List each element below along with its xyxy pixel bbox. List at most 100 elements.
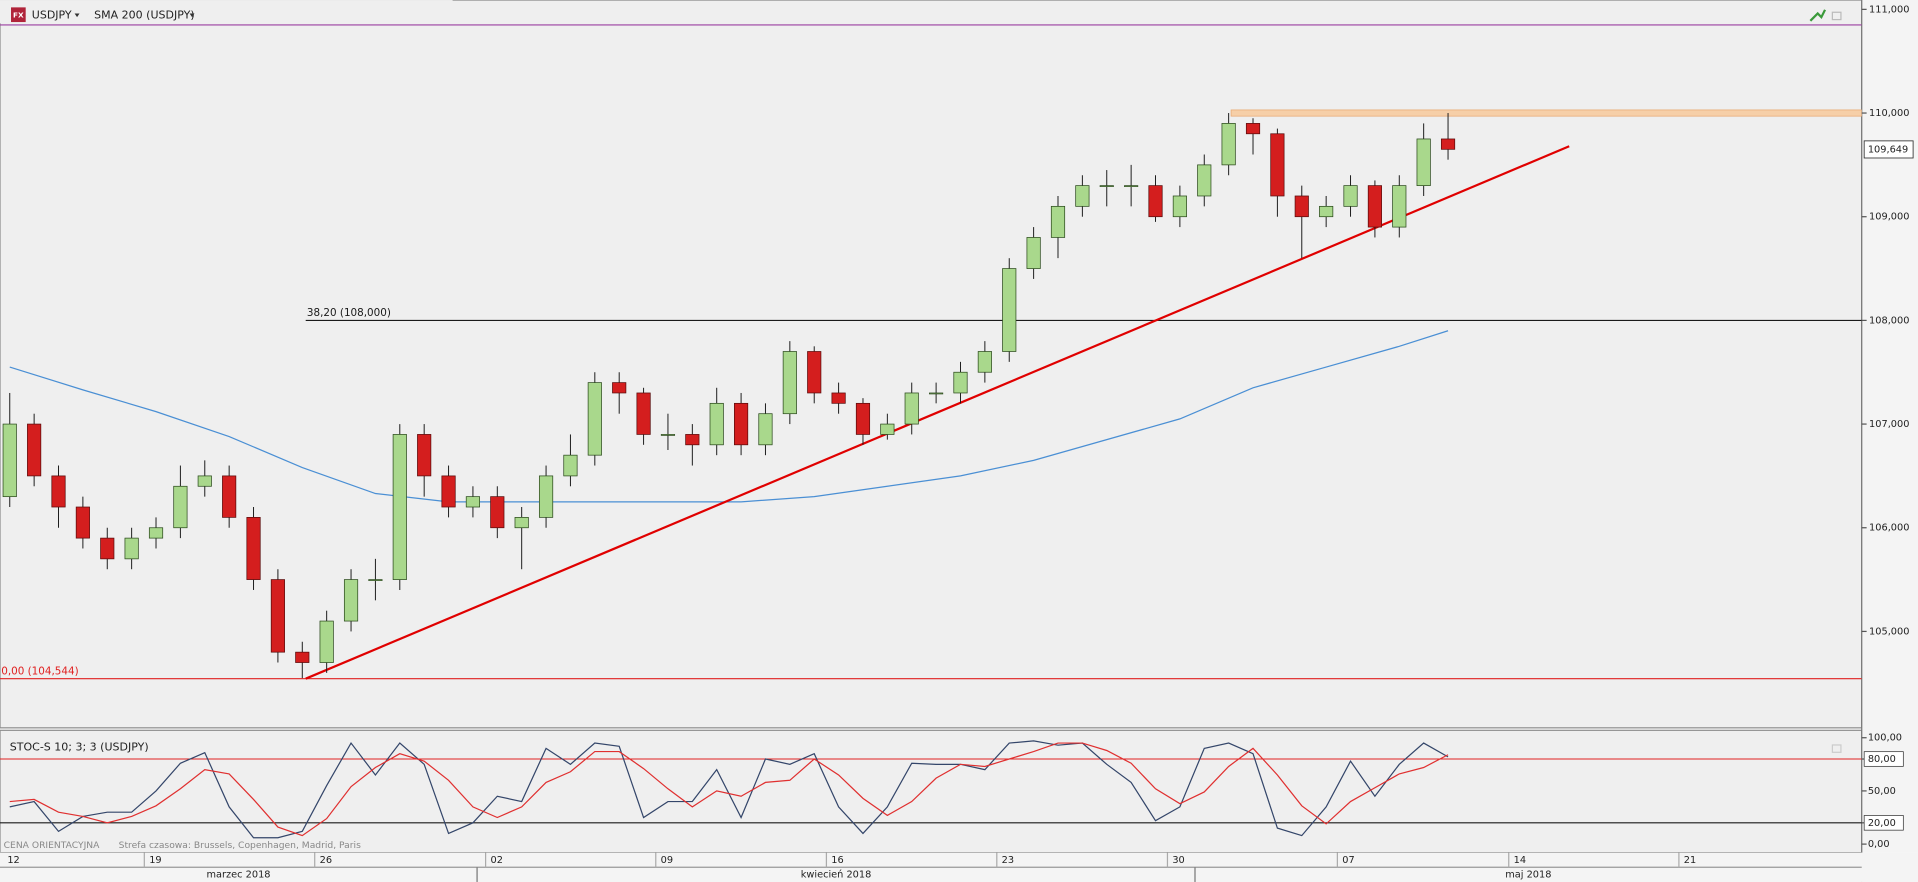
candle-body <box>51 475 66 508</box>
candle-body <box>587 382 602 456</box>
candle-body <box>197 475 212 487</box>
candle-body <box>368 579 383 581</box>
stochastic-panel <box>0 729 1863 854</box>
x-tick-label: 09 <box>661 855 673 866</box>
month-label: marzec 2018 <box>207 870 271 881</box>
x-tick-label: 12 <box>7 855 19 866</box>
candle-body <box>831 392 846 404</box>
sma-legend[interactable]: SMA 200 (USDJPY) <box>94 8 194 21</box>
symbol-icon <box>11 7 26 23</box>
symbol-title[interactable]: USDJPY <box>32 8 72 21</box>
last-price-label: 109,649 <box>1868 144 1908 155</box>
y-tick-label: 0,00 <box>1868 839 1890 850</box>
candle-body <box>953 371 968 394</box>
candle-body <box>1392 185 1407 228</box>
price-layer <box>0 24 1862 680</box>
window-icon[interactable] <box>1831 744 1842 753</box>
x-tick-label: 19 <box>149 855 161 866</box>
trendline <box>305 145 1570 680</box>
y-tick-label: 111,000 <box>1869 4 1909 15</box>
window-icon[interactable] <box>1831 11 1842 21</box>
trend-icon[interactable] <box>1809 9 1827 22</box>
status-timezone: Strefa czasowa: Brussels, Copenhagen, Ma… <box>119 840 361 851</box>
candle-body <box>1099 185 1114 187</box>
y-tick-label: 110,000 <box>1869 108 1909 119</box>
stochastic-layer <box>0 740 1862 839</box>
y-tick-label: 50,00 <box>1868 786 1896 797</box>
candle-body <box>1294 195 1309 218</box>
candle-body <box>855 402 871 435</box>
candle-body <box>612 382 627 394</box>
candle-body <box>563 454 578 477</box>
price-panel <box>0 0 1863 729</box>
symbol-icon-text: FX <box>13 10 24 19</box>
candle-body <box>880 423 895 435</box>
candle-body <box>904 392 919 425</box>
candle-body <box>75 506 90 539</box>
x-tick-label: 23 <box>1002 855 1014 866</box>
stochastic-title[interactable]: STOC-S 10; 3; 3 (USDJPY) <box>10 740 149 753</box>
level-box <box>1863 751 1904 767</box>
candle-body <box>222 475 237 518</box>
candle-body <box>270 579 285 653</box>
candle-body <box>685 434 700 446</box>
y-tick-label: 106,000 <box>1869 523 1909 534</box>
status-note: CENA ORIENTACYJNA <box>4 840 100 851</box>
candle-body <box>660 434 676 436</box>
level-label: 0,00 (104,544) <box>1 665 78 677</box>
candle-body <box>1221 123 1236 166</box>
candle-body <box>1075 185 1090 207</box>
candle-body <box>1026 237 1041 269</box>
candle-body <box>758 413 773 446</box>
candle-body <box>392 434 407 580</box>
candle-body <box>465 496 481 508</box>
candle-body <box>148 527 164 539</box>
candle-body <box>1172 195 1187 218</box>
candle-body <box>1270 133 1285 197</box>
candle-body <box>807 351 822 394</box>
candle-body <box>417 434 432 477</box>
candle-body <box>1148 185 1163 218</box>
candle-body <box>1245 123 1261 135</box>
stochastic-line <box>9 742 1449 837</box>
y-tick-label: 107,000 <box>1869 419 1909 430</box>
dropdown-arrow[interactable] <box>74 13 80 18</box>
candle-body <box>1416 138 1431 186</box>
candle-body <box>1050 205 1066 238</box>
legend-bar <box>0 0 453 24</box>
candle-body <box>490 496 505 529</box>
sma-line <box>9 330 1449 503</box>
y-tick-label: 108,000 <box>1869 315 1909 326</box>
candle-body <box>1440 138 1456 150</box>
labels-layer: 105,000 106,000 107,000 108,000 109,000 110,0… <box>1 4 1914 882</box>
candle-body <box>1367 185 1382 228</box>
candle-body <box>1343 185 1358 207</box>
x-tick-label: 16 <box>831 855 843 866</box>
candle-body <box>173 485 188 529</box>
month-label: kwiecień 2018 <box>801 869 872 881</box>
candle-body <box>782 351 797 415</box>
candle-body <box>319 620 334 663</box>
candle-body <box>27 423 42 477</box>
candle-body <box>2 423 17 498</box>
candle-body <box>538 475 554 518</box>
candle-body <box>929 392 944 395</box>
x-tick-label: 14 <box>1514 855 1526 866</box>
candle-body <box>709 402 724 446</box>
level-box <box>1863 815 1904 831</box>
candle-body <box>100 537 115 560</box>
level-label: 38,20 (108,000) <box>307 307 391 319</box>
candle-body <box>246 517 261 580</box>
y-tick-label: 20,00 <box>1868 818 1896 829</box>
month-label: maj 2018 <box>1505 870 1551 881</box>
dropdown-arrow[interactable] <box>189 13 195 18</box>
x-tick-label: 02 <box>490 855 502 866</box>
candle-body <box>1124 185 1139 187</box>
candle-body <box>1197 164 1212 197</box>
resistance-zone <box>1230 109 1862 117</box>
candle-body <box>514 517 529 529</box>
x-tick-label: 30 <box>1172 855 1184 866</box>
y-tick-label: 109,000 <box>1869 212 1909 223</box>
candle-body <box>734 402 749 446</box>
